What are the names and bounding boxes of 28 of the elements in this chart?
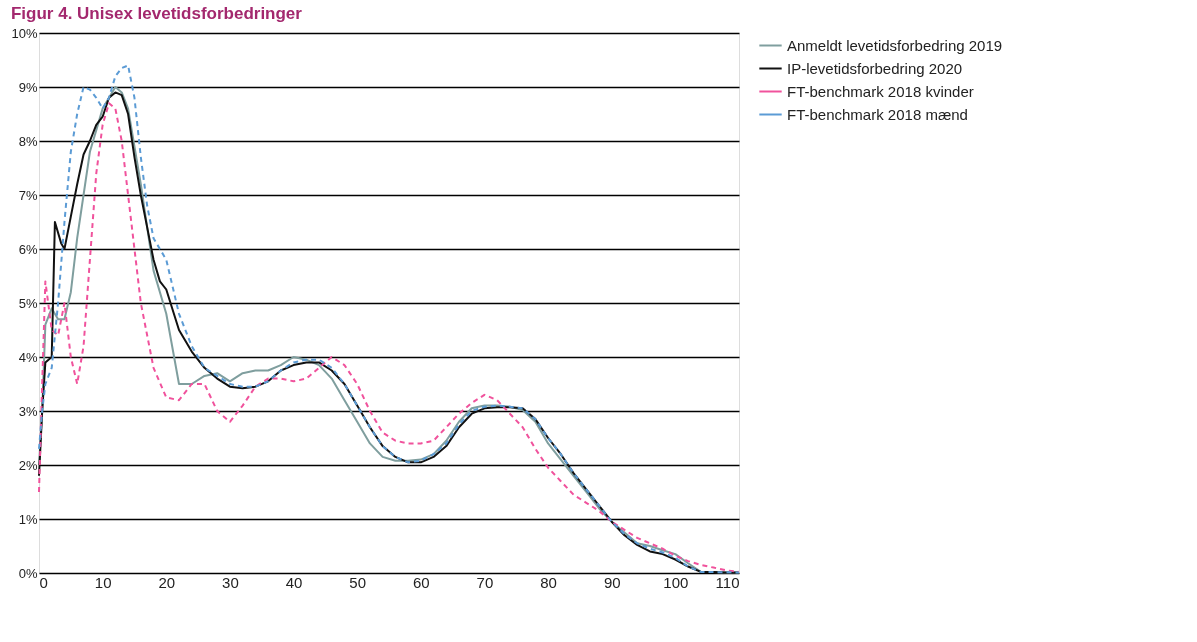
x-tick-label: 70 [476,573,494,591]
x-tick-label: 30 [222,573,239,591]
x-tick-label: 10 [94,573,112,591]
y-tick-label: 0% [18,565,38,581]
x-tick-label: 20 [158,573,176,591]
x-tick-label: 100 [663,573,689,591]
x-tick-label: 90 [603,573,621,591]
legend-label: FT-benchmark 2018 kvinder [787,82,974,100]
y-tick-label: 9% [18,79,38,95]
chart-title: Figur 4. Unisex levetidsforbedringer [10,4,303,23]
y-tick-label: 10% [11,25,38,41]
y-tick-label: 6% [18,241,38,257]
x-tick-label: 40 [285,573,303,591]
x-tick-label: 50 [349,573,367,591]
y-tick-label: 7% [18,187,38,203]
y-tick-label: 3% [18,403,38,419]
legend-label: IP-levetidsforbedring 2020 [787,59,963,77]
y-tick-label: 5% [18,295,38,311]
y-tick-label: 2% [18,457,38,473]
y-tick-label: 4% [18,349,38,365]
y-tick-label: 1% [18,511,38,527]
x-tick-label: 110 [715,573,740,591]
legend-label: FT-benchmark 2018 mænd [787,105,968,123]
y-tick-label: 8% [18,133,38,149]
legend-label: Anmeldt levetidsforbedring 2019 [787,36,1003,54]
x-tick-label: 80 [540,573,557,591]
x-tick-label: 0 [39,573,48,591]
x-tick-label: 60 [412,573,430,591]
